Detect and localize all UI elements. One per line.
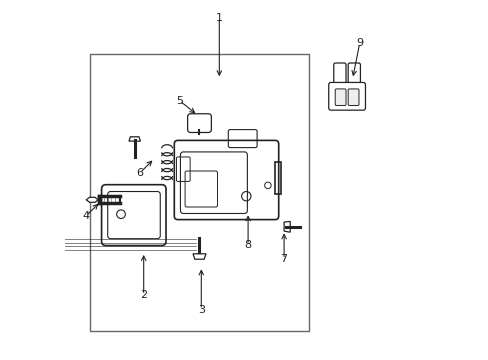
- Text: 5: 5: [176, 96, 183, 106]
- Polygon shape: [193, 254, 205, 259]
- FancyBboxPatch shape: [333, 63, 346, 88]
- Text: 9: 9: [355, 38, 363, 48]
- Text: 7: 7: [280, 254, 287, 264]
- Polygon shape: [284, 221, 289, 232]
- Polygon shape: [86, 197, 98, 202]
- Text: 6: 6: [136, 168, 143, 178]
- FancyBboxPatch shape: [328, 82, 365, 110]
- Text: 8: 8: [244, 240, 251, 250]
- FancyBboxPatch shape: [347, 63, 360, 88]
- Text: 1: 1: [215, 13, 223, 23]
- FancyBboxPatch shape: [347, 89, 358, 105]
- Polygon shape: [129, 137, 140, 141]
- FancyBboxPatch shape: [335, 89, 346, 105]
- Text: 4: 4: [82, 211, 89, 221]
- Text: 2: 2: [140, 290, 147, 300]
- FancyBboxPatch shape: [187, 114, 211, 132]
- Text: 3: 3: [197, 305, 204, 315]
